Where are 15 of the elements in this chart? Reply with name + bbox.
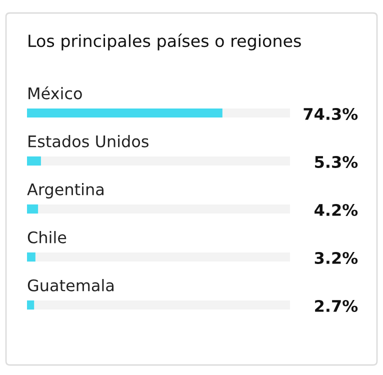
y-tick-label: México (28, 86, 82, 100)
data-label: 3.2% (314, 252, 358, 264)
y-tick-label: Guatemala (28, 279, 114, 292)
y-tick-label: Argentina (27, 183, 104, 198)
data-label: 4.2% (314, 204, 358, 216)
data-label: 5.3% (315, 156, 358, 168)
bar (27, 156, 41, 166)
data-label: 74.3% (304, 108, 358, 120)
bar (27, 300, 34, 310)
bar (27, 252, 36, 262)
data-label: 2.7% (315, 300, 358, 312)
y-tick-label: Estados Unidos (28, 135, 148, 148)
bar (27, 204, 38, 214)
y-tick-label: Chile (28, 231, 66, 244)
chart-title: Los principales países o regiones (28, 34, 301, 50)
